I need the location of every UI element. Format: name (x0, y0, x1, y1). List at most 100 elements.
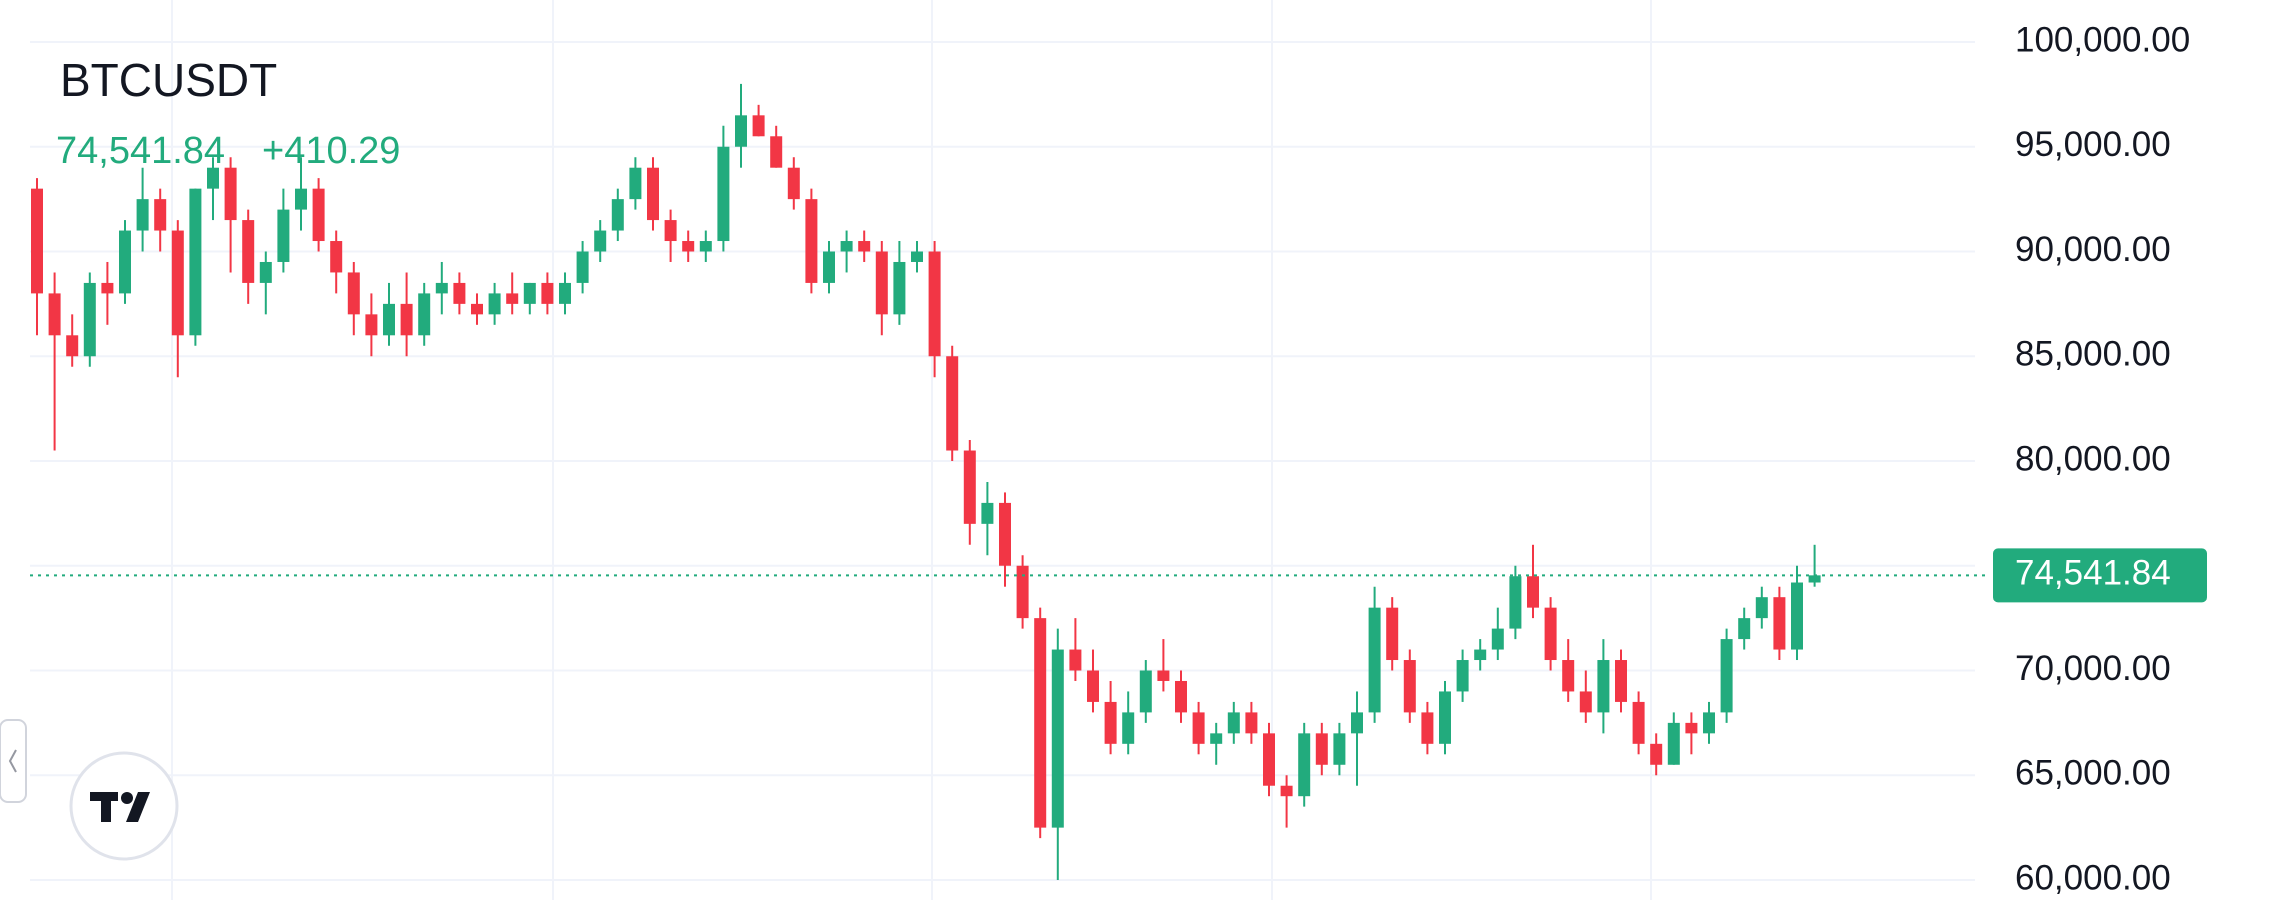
candle-body (1720, 639, 1733, 713)
candle-body (418, 293, 431, 336)
candle-body (1615, 660, 1627, 702)
candle-body (1034, 618, 1047, 828)
logo (90, 792, 150, 822)
candle-body (83, 282, 96, 357)
candle-body (664, 220, 677, 242)
candle-body (1509, 576, 1522, 629)
candle-body (1122, 712, 1135, 744)
candle-body (1474, 649, 1487, 661)
candle-body (1650, 743, 1663, 765)
price-badge (1993, 548, 2207, 603)
candle-body (1791, 582, 1803, 650)
legend-change: +410.29 (262, 130, 400, 172)
candle-body (1104, 701, 1117, 744)
candle-body (858, 241, 871, 252)
y-tick-label: 70,000.00 (2015, 649, 2171, 688)
candle-body (1386, 607, 1399, 661)
candle-body (488, 293, 501, 315)
candle-body (611, 199, 624, 231)
candle-body (594, 230, 607, 252)
candle-body (1192, 712, 1205, 744)
candle-body (981, 502, 994, 524)
y-tick-label: 85,000.00 (2015, 335, 2171, 374)
candle-body (576, 251, 589, 283)
candle-body (242, 220, 255, 283)
candle-body (435, 282, 448, 294)
candle-body (1069, 649, 1082, 671)
candle-body (1773, 597, 1786, 650)
candle-body (1685, 722, 1698, 734)
candle-body (805, 199, 818, 283)
legend-price: 74,541.84 (56, 130, 225, 172)
candle-body (1210, 733, 1223, 744)
y-tick-label: 65,000.00 (2015, 754, 2171, 793)
candle-body (682, 241, 695, 252)
logo-badge[interactable] (69, 751, 179, 861)
y-tick-label: 60,000.00 (2015, 858, 2171, 897)
candle-body (66, 335, 79, 357)
candle-body (101, 282, 114, 294)
candle-body (1368, 607, 1381, 713)
candle-body (259, 261, 272, 283)
candle-body (1439, 691, 1451, 744)
candle-body (453, 282, 466, 304)
y-tick-label: 90,000.00 (2015, 230, 2171, 269)
side-panel-tab[interactable] (0, 719, 27, 803)
candle-body (1632, 701, 1645, 744)
candle-body (717, 146, 730, 242)
candle-body (647, 167, 659, 221)
candle-body (1562, 660, 1575, 692)
candles (31, 83, 1821, 880)
candle-body (48, 293, 61, 336)
symbol-title: BTCUSDT (60, 54, 277, 106)
candle-body (770, 136, 783, 168)
chevron-icon (8, 749, 17, 773)
candle-body (1263, 733, 1275, 786)
candle-body (136, 199, 149, 231)
candle-body (1527, 576, 1539, 608)
candle-body (1456, 660, 1469, 692)
candle-body (523, 282, 536, 304)
candle-body (559, 282, 571, 304)
candle-body (963, 450, 976, 524)
candle-body (1491, 628, 1504, 650)
candle-body (1298, 733, 1311, 797)
y-tick-label: 80,000.00 (2015, 439, 2171, 478)
candle-body (735, 115, 747, 147)
candle-body (1051, 649, 1064, 828)
candle-body (383, 303, 395, 336)
candle-body (1808, 575, 1821, 583)
candle-body (946, 356, 959, 451)
candle-body (506, 293, 519, 304)
candle-body (1333, 733, 1346, 765)
y-tick-label: 100,000.00 (2015, 20, 2190, 59)
candle-body (893, 261, 906, 315)
candle-body (1421, 712, 1434, 744)
candle-body (928, 251, 941, 357)
candle-body (1139, 670, 1152, 713)
candle-body (1544, 607, 1557, 661)
candle-body (365, 314, 378, 336)
candle-body (1175, 680, 1187, 713)
candle-body (471, 303, 483, 315)
candle-body (1087, 670, 1099, 702)
candle-body (629, 167, 642, 200)
candle-body (1703, 712, 1715, 734)
candle-body (823, 251, 835, 283)
candle-body (330, 241, 343, 273)
candle-body (189, 188, 202, 336)
candle-body (699, 241, 712, 252)
candle-body (787, 167, 800, 200)
candle-body (224, 167, 237, 221)
candle-body (911, 251, 923, 262)
candle-body (1755, 597, 1768, 619)
candle-body (400, 303, 413, 336)
candle-body (154, 199, 167, 231)
candle-body (1579, 691, 1592, 713)
candle-body (312, 188, 325, 242)
candle-body (347, 272, 360, 315)
candle-body (1738, 618, 1751, 640)
candle-body (295, 188, 307, 210)
